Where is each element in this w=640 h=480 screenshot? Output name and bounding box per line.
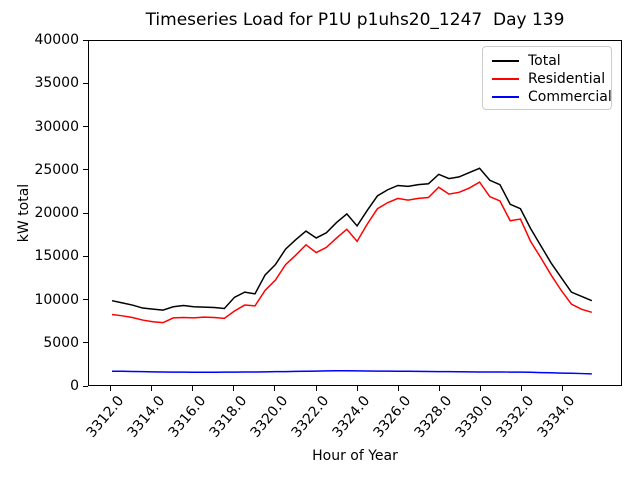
y-tick-label: 40000	[34, 32, 79, 48]
x-tick-label: 3326.0	[370, 393, 415, 441]
series-line-total	[111, 167, 593, 311]
y-tick-mark	[83, 385, 88, 387]
legend-label: Residential	[528, 71, 606, 87]
legend-entry-total: Total	[492, 52, 602, 70]
y-tick-mark	[83, 255, 88, 257]
y-tick-mark	[83, 299, 88, 300]
x-tick-label: 3324.0	[329, 393, 374, 441]
y-tick-mark	[83, 342, 88, 344]
legend-entry-residential: Residential	[492, 70, 606, 88]
x-tick-mark	[315, 386, 317, 391]
x-tick-label: 3312.0	[83, 393, 127, 441]
x-tick-label: 3332.0	[493, 393, 538, 441]
legend-label: Total	[528, 53, 561, 69]
plot-area	[88, 40, 622, 386]
legend: Total Residential Commercial	[482, 46, 612, 110]
legend-entry-commercial: Commercial	[492, 88, 612, 106]
x-tick-label: 3322.0	[288, 393, 333, 441]
y-tick-label: 15000	[34, 248, 79, 265]
legend-line-sample	[492, 96, 519, 98]
x-tick-label: 3328.0	[411, 393, 456, 441]
series-line-residential	[111, 181, 593, 324]
y-tick-label: 5000	[43, 334, 79, 351]
x-tick-label: 3320.0	[247, 393, 292, 441]
y-tick-label: 30000	[34, 118, 79, 135]
y-tick-label: 25000	[34, 161, 79, 178]
y-tick-mark	[83, 82, 88, 84]
y-tick-label: 35000	[34, 75, 79, 92]
x-tick-mark	[110, 386, 112, 391]
x-tick-label: 3316.0	[165, 393, 209, 441]
y-tick-label: 0	[70, 378, 79, 394]
x-tick-mark	[520, 386, 522, 391]
y-tick-mark	[83, 39, 88, 41]
x-tick-mark	[397, 386, 399, 391]
x-tick-label: 3318.0	[206, 393, 251, 441]
chart-title: Timeseries Load for P1U p1uhs20_1247 Day…	[145, 10, 565, 30]
x-tick-mark	[151, 386, 153, 391]
y-tick-mark	[83, 212, 88, 214]
x-tick-mark	[233, 386, 235, 391]
x-axis-label: Hour of Year	[312, 448, 398, 464]
y-tick-mark	[83, 169, 88, 171]
x-tick-label: 3314.0	[124, 393, 168, 441]
x-tick-mark	[561, 386, 563, 391]
x-tick-mark	[479, 386, 481, 391]
y-tick-mark	[83, 126, 88, 127]
x-tick-label: 3334.0	[534, 393, 579, 441]
x-tick-mark	[356, 386, 358, 391]
legend-line-sample	[492, 60, 519, 62]
x-tick-mark	[274, 386, 276, 391]
y-tick-label: 20000	[34, 205, 79, 221]
legend-label: Commercial	[528, 89, 612, 105]
x-tick-label: 3330.0	[452, 393, 497, 441]
y-tick-label: 10000	[34, 291, 79, 308]
line-chart	[111, 167, 593, 375]
x-tick-mark	[192, 386, 194, 391]
series-line-commercial	[112, 370, 592, 375]
x-tick-mark	[438, 386, 440, 391]
legend-line-sample	[492, 78, 519, 80]
